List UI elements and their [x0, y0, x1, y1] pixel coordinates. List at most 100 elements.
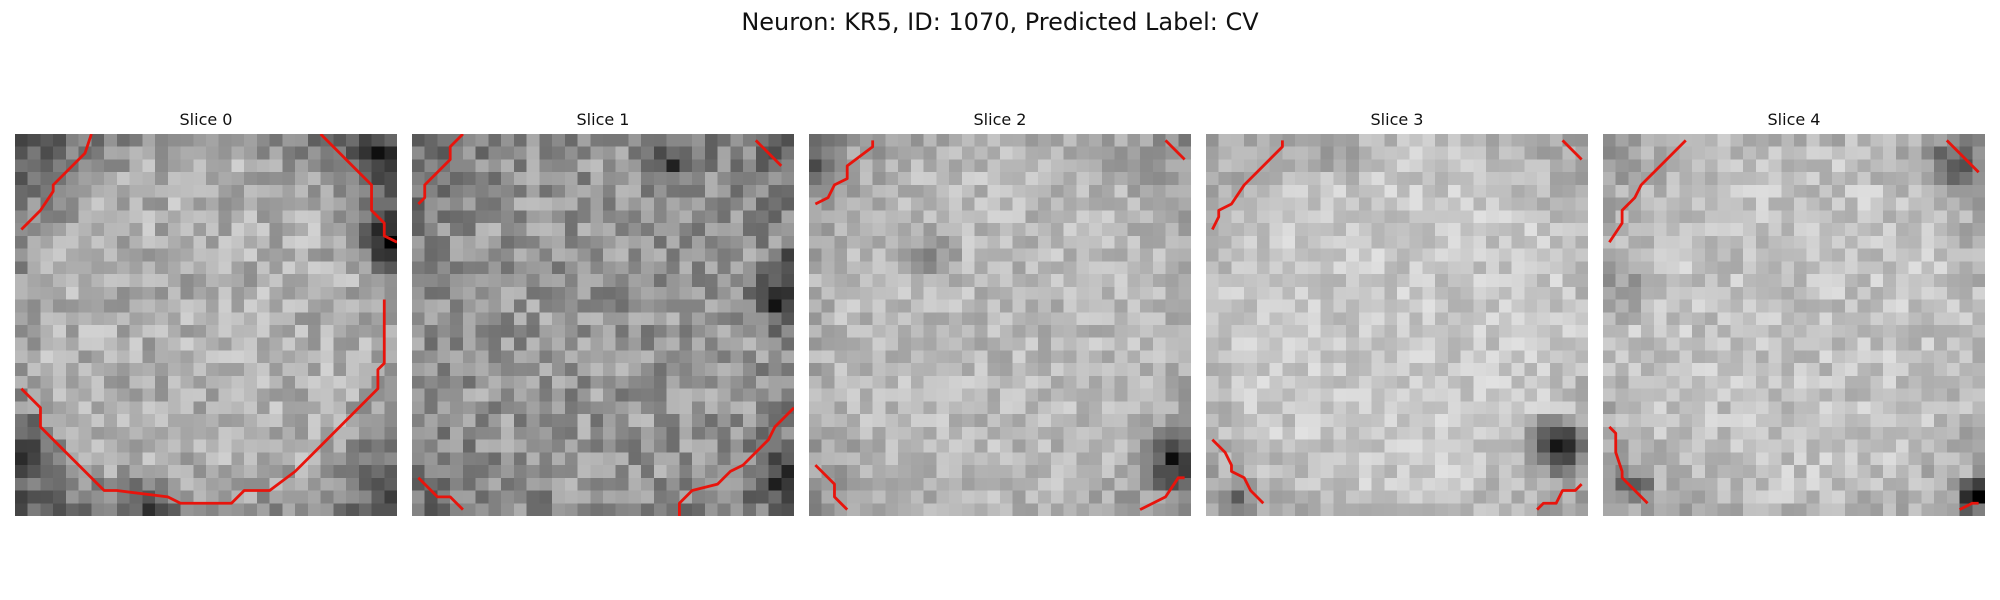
pixel	[1603, 274, 1616, 288]
pixel	[15, 312, 28, 326]
pixel	[358, 363, 372, 377]
pixel	[1549, 325, 1563, 338]
pixel	[1101, 477, 1115, 491]
pixel	[628, 146, 642, 160]
pixel	[282, 172, 296, 186]
pixel	[231, 414, 245, 428]
pixel	[692, 325, 706, 338]
pixel	[1206, 159, 1219, 173]
pixel	[1870, 503, 1884, 516]
pixel	[1050, 172, 1064, 186]
pixel	[371, 223, 385, 237]
pixel	[1870, 184, 1884, 198]
pixel	[1666, 134, 1680, 147]
pixel	[333, 134, 347, 147]
pixel	[1384, 426, 1398, 440]
pixel	[1615, 414, 1629, 428]
pixel	[1486, 388, 1500, 402]
pixel	[269, 274, 283, 288]
pixel	[1231, 299, 1245, 313]
pixel	[1460, 337, 1474, 351]
pixel	[898, 146, 912, 160]
pixel	[244, 184, 258, 198]
pixel	[526, 134, 540, 147]
pixel	[730, 363, 744, 377]
pixel	[1870, 465, 1884, 479]
pixel	[1768, 401, 1782, 415]
pixel	[206, 312, 219, 326]
pixel	[1730, 184, 1744, 198]
pixel	[1089, 235, 1103, 249]
pixel	[1549, 159, 1563, 173]
pixel	[1870, 350, 1884, 364]
pixel	[256, 465, 270, 479]
pixel	[743, 312, 757, 326]
pixel	[847, 261, 861, 275]
pixel	[1244, 337, 1258, 351]
pixel	[1038, 261, 1052, 275]
pixel	[821, 299, 835, 313]
contour-line-2	[1211, 438, 1265, 505]
pixel	[1844, 146, 1858, 160]
pixel	[1114, 235, 1128, 249]
pixel	[1934, 337, 1948, 351]
pixel	[885, 312, 899, 326]
pixel	[768, 184, 782, 198]
pixel	[1934, 172, 1948, 186]
pixel	[1050, 388, 1064, 402]
pixel	[1806, 172, 1820, 186]
pixel	[180, 299, 194, 313]
pixel	[129, 184, 143, 198]
pixel	[1549, 184, 1563, 198]
pixel	[1524, 503, 1538, 516]
pixel	[1422, 248, 1436, 262]
pixel	[987, 286, 1001, 300]
pixel	[872, 146, 886, 160]
pixel	[859, 312, 873, 326]
pixel	[412, 299, 425, 313]
pixel	[704, 146, 718, 160]
pixel	[847, 248, 861, 262]
pixel	[1895, 261, 1909, 275]
pixel	[1127, 350, 1141, 364]
pixel	[1346, 426, 1360, 440]
pixel	[269, 134, 283, 147]
pixel	[679, 235, 693, 249]
pixel	[1038, 286, 1052, 300]
pixel	[859, 274, 873, 288]
pixel	[1473, 159, 1487, 173]
pixel	[987, 274, 1001, 288]
pixel	[1679, 299, 1693, 313]
pixel	[1743, 465, 1757, 479]
pixel	[1730, 477, 1744, 491]
pixel	[859, 299, 873, 313]
pixel	[1524, 490, 1538, 504]
pixel	[1012, 261, 1026, 275]
pixel	[1524, 465, 1538, 479]
pixel	[53, 223, 67, 237]
pixel	[78, 299, 92, 313]
pixel	[450, 426, 464, 440]
pixel	[1025, 439, 1039, 453]
pixel	[1819, 363, 1833, 377]
pixel	[1127, 325, 1141, 338]
pixel	[1152, 375, 1166, 389]
pixel	[346, 261, 360, 275]
pixel	[91, 286, 105, 300]
pixel	[1781, 465, 1795, 479]
pixel	[104, 426, 118, 440]
pixel	[564, 299, 578, 313]
pixel	[1692, 490, 1706, 504]
pixel	[450, 477, 464, 491]
pixel	[412, 172, 425, 186]
pixel	[768, 337, 782, 351]
pixel	[577, 184, 591, 198]
pixel	[1768, 197, 1782, 211]
pixel	[1152, 299, 1166, 313]
pixel	[488, 375, 502, 389]
pixel	[450, 439, 464, 453]
pixel	[1140, 477, 1154, 491]
pixel	[1295, 465, 1309, 479]
pixel	[1883, 503, 1897, 516]
pixel	[1549, 223, 1563, 237]
